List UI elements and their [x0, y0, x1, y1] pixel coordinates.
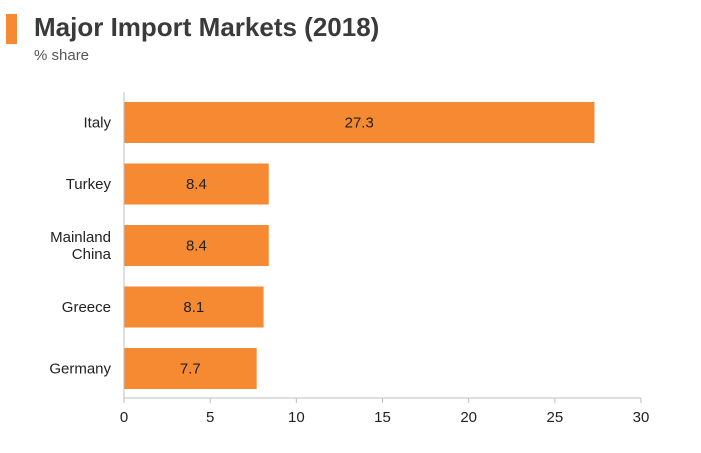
chart-subtitle: % share — [34, 47, 90, 64]
x-tick-label-3: 15 — [374, 409, 391, 426]
x-tick-label-1: 5 — [206, 409, 214, 426]
x-tick-label-2: 10 — [288, 409, 305, 426]
title-accent-bar — [6, 14, 17, 44]
bar-1 — [124, 163, 269, 205]
category-label-1: Turkey — [66, 176, 112, 193]
x-tick-label-4: 20 — [460, 409, 477, 426]
category-label-3: Greece — [62, 299, 111, 316]
data-label-1: 8.4 — [186, 176, 207, 193]
x-tick-label-5: 25 — [546, 409, 563, 426]
bar-2 — [124, 225, 269, 266]
data-label-4: 7.7 — [180, 361, 201, 378]
category-label-0: Italy — [83, 115, 111, 132]
data-label-3: 8.1 — [183, 299, 204, 316]
x-tick-label-0: 0 — [120, 409, 128, 426]
chart-title: Major Import Markets (2018) — [34, 12, 380, 42]
bar-3 — [124, 286, 264, 328]
x-tick-label-6: 30 — [633, 409, 650, 426]
bar-0 — [124, 102, 595, 143]
data-label-2: 8.4 — [186, 238, 207, 255]
category-label-4: Germany — [49, 361, 111, 378]
bar-4 — [124, 348, 257, 389]
data-label-0: 27.3 — [345, 115, 374, 132]
category-label-2: Mainland China — [50, 229, 112, 263]
